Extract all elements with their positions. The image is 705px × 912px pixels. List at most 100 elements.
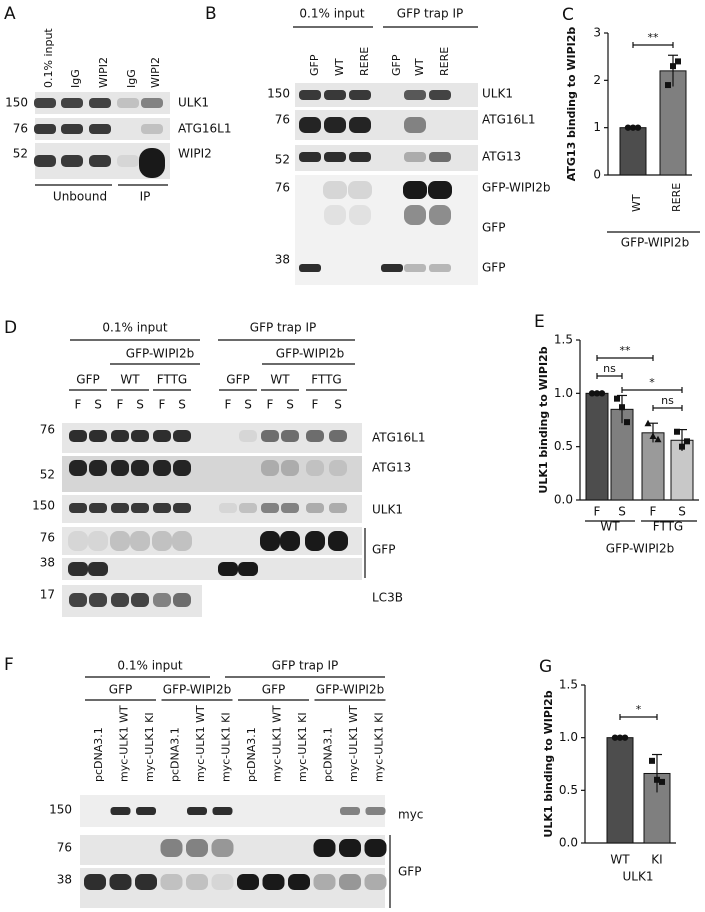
band bbox=[152, 531, 172, 551]
data-point bbox=[619, 404, 625, 411]
lane-label: myc-ULK1 WT bbox=[118, 705, 131, 782]
band-label: GFP bbox=[398, 865, 421, 879]
condition-label: FTTG bbox=[157, 373, 187, 387]
x-tick-label: F bbox=[594, 505, 601, 519]
band bbox=[211, 839, 234, 857]
band bbox=[69, 460, 87, 476]
data-point bbox=[588, 390, 596, 397]
band bbox=[323, 181, 347, 199]
x-tick-label: WT bbox=[610, 853, 630, 867]
band bbox=[324, 152, 346, 162]
band-label: ATG13 bbox=[372, 461, 411, 475]
band bbox=[349, 117, 371, 133]
marker: 38 bbox=[275, 253, 290, 267]
y-tick-label: 0.0 bbox=[554, 493, 573, 507]
band bbox=[88, 531, 108, 551]
band bbox=[173, 460, 191, 476]
band bbox=[110, 807, 131, 815]
band bbox=[329, 460, 347, 476]
data-point bbox=[679, 443, 685, 450]
band bbox=[111, 430, 129, 442]
condition-label: WT bbox=[270, 373, 290, 387]
data-point bbox=[659, 778, 665, 785]
band bbox=[130, 531, 150, 551]
band bbox=[381, 264, 403, 272]
band bbox=[68, 562, 88, 576]
group-label: GFP trap IP bbox=[250, 321, 316, 335]
band bbox=[139, 148, 165, 178]
band bbox=[339, 839, 361, 857]
lane-label: GFP bbox=[390, 54, 403, 76]
lane-label: WT bbox=[413, 58, 426, 76]
band bbox=[364, 839, 387, 857]
band bbox=[429, 152, 451, 162]
condition-label: FTTG bbox=[311, 373, 341, 387]
data-point bbox=[598, 390, 606, 397]
band bbox=[111, 593, 129, 607]
data-point bbox=[649, 757, 655, 764]
band bbox=[324, 90, 346, 100]
data-point bbox=[644, 419, 652, 427]
band bbox=[89, 98, 111, 108]
band bbox=[404, 90, 426, 100]
band bbox=[153, 460, 171, 476]
band bbox=[404, 264, 426, 272]
band bbox=[262, 874, 285, 890]
blot bbox=[295, 110, 478, 140]
fraction-label: F bbox=[159, 398, 166, 412]
band bbox=[89, 124, 111, 134]
data-point bbox=[654, 776, 660, 783]
fraction-label: S bbox=[286, 398, 294, 412]
panel-letter: B bbox=[205, 4, 217, 24]
group-label: 0.1% input bbox=[299, 7, 364, 21]
band bbox=[261, 430, 279, 442]
bar bbox=[619, 127, 647, 176]
fraction-label: F bbox=[117, 398, 124, 412]
band bbox=[212, 807, 233, 815]
band bbox=[299, 264, 321, 272]
band bbox=[349, 205, 371, 225]
marker: 76 bbox=[275, 181, 290, 195]
lane-label: IgG bbox=[69, 69, 82, 88]
bar bbox=[641, 432, 665, 501]
band-label: ATG16L1 bbox=[482, 113, 536, 127]
data-point bbox=[675, 58, 681, 65]
lane-label: WT bbox=[333, 58, 346, 76]
x-tick-label: F bbox=[650, 505, 657, 519]
data-point bbox=[654, 435, 662, 443]
band bbox=[348, 181, 372, 199]
band bbox=[260, 531, 280, 551]
band bbox=[131, 593, 149, 607]
band bbox=[61, 124, 83, 134]
band-label: ATG16L1 bbox=[178, 122, 232, 136]
marker: 150 bbox=[49, 803, 72, 817]
marker: 76 bbox=[275, 113, 290, 127]
marker: 76 bbox=[40, 531, 55, 545]
band bbox=[153, 503, 171, 513]
band bbox=[109, 874, 132, 890]
blot bbox=[80, 868, 385, 908]
band bbox=[34, 98, 56, 108]
x-tick-label: RERE bbox=[670, 183, 683, 212]
band bbox=[349, 90, 371, 100]
band bbox=[68, 531, 88, 551]
band bbox=[34, 124, 56, 134]
band bbox=[84, 874, 106, 890]
band bbox=[404, 205, 426, 225]
band bbox=[141, 124, 163, 134]
lane-label: RERE bbox=[358, 47, 371, 76]
panel-letter: A bbox=[4, 4, 16, 24]
band-label: ULK1 bbox=[482, 87, 513, 101]
band bbox=[261, 460, 279, 476]
band bbox=[404, 152, 426, 162]
x-axis-label: ULK1 bbox=[623, 870, 654, 884]
lane-label: myc-ULK1 WT bbox=[194, 705, 207, 782]
band bbox=[173, 593, 191, 607]
band bbox=[173, 430, 191, 442]
y-tick-label: 2 bbox=[593, 73, 601, 87]
y-axis-label: ULK1 binding to WIPI2b bbox=[537, 346, 550, 493]
y-tick-label: 0 bbox=[593, 168, 601, 182]
band bbox=[34, 155, 56, 167]
band-label: LC3B bbox=[372, 591, 403, 605]
